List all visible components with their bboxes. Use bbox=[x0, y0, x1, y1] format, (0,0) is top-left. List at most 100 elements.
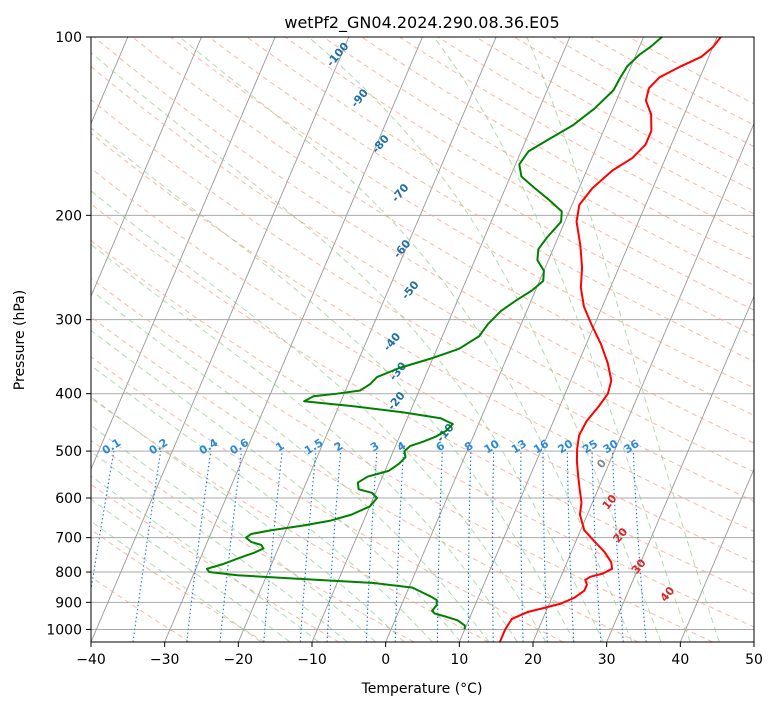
moist-adiabat-label: 10 bbox=[600, 492, 620, 512]
y-tick-label: 500 bbox=[55, 444, 82, 460]
mixing-ratio-label: 36 bbox=[622, 437, 642, 456]
moist-adiabat bbox=[91, 364, 433, 642]
dry-adiabat bbox=[91, 65, 754, 473]
dry-adiabat bbox=[91, 356, 564, 642]
moist-adiabat bbox=[179, 37, 633, 642]
dry-adiabat bbox=[513, 37, 754, 170]
dry-adiabat-label: -80 bbox=[369, 132, 392, 156]
y-tick-label: 300 bbox=[55, 313, 82, 329]
mixing-ratio-line bbox=[365, 451, 378, 642]
dry-adiabat bbox=[91, 203, 754, 595]
mixing-ratio-label: 10 bbox=[482, 437, 502, 456]
mixing-ratio-label: 25 bbox=[580, 437, 600, 456]
mixing-ratio-line bbox=[566, 451, 575, 642]
dry-adiabat bbox=[399, 37, 754, 238]
isotherm bbox=[753, 640, 754, 642]
moist-adiabat bbox=[91, 475, 320, 642]
x-tick-label: −40 bbox=[76, 652, 106, 668]
mixing-ratio-line bbox=[219, 451, 243, 642]
y-axis-label: Pressure (hPa) bbox=[12, 290, 28, 390]
mixing-ratio-line bbox=[91, 451, 115, 594]
dry-adiabat bbox=[91, 483, 340, 642]
dry-adiabat bbox=[91, 576, 191, 642]
y-axis: 100 200 300 400 500 600 700 800 900 1000 bbox=[46, 30, 91, 638]
moist-adiabat bbox=[91, 498, 291, 642]
mixing-ratio-label: 0.2 bbox=[147, 436, 170, 457]
dry-adiabat-label: -100 bbox=[324, 40, 352, 70]
dry-adiabat bbox=[437, 37, 754, 215]
isotherm bbox=[606, 295, 754, 642]
series-line-temperature bbox=[498, 37, 722, 642]
x-tick-label: −10 bbox=[297, 652, 327, 668]
mixing-ratio-line bbox=[611, 451, 624, 642]
dry-adiabat bbox=[170, 37, 754, 389]
mixing-ratio-label: 13 bbox=[509, 437, 529, 456]
mixing-ratio-label: 8 bbox=[462, 439, 475, 454]
moist-adiabat-label: 30 bbox=[629, 556, 649, 576]
isotherm bbox=[679, 467, 754, 642]
moist-adiabat bbox=[526, 37, 720, 642]
dry-adiabat bbox=[552, 37, 754, 148]
x-tick-label: −20 bbox=[224, 652, 254, 668]
mixing-ratio-label: 20 bbox=[556, 437, 576, 456]
moist-adiabat bbox=[308, 37, 662, 642]
isotherm bbox=[458, 37, 718, 642]
mixing-ratio-label: 30 bbox=[601, 437, 621, 456]
dry-adiabat-label: -40 bbox=[381, 330, 404, 354]
x-axis: −40 −30 −20 −10 0 10 20 30 40 50 bbox=[76, 642, 763, 668]
x-tick-label: 20 bbox=[524, 652, 542, 668]
dry-adiabat-label: -50 bbox=[399, 278, 422, 302]
mixing-ratio-line bbox=[492, 451, 495, 642]
y-tick-label: 800 bbox=[55, 565, 82, 581]
dry-adiabat bbox=[132, 37, 754, 416]
dry-adiabat bbox=[91, 239, 754, 628]
mixing-ratio-line bbox=[467, 451, 472, 642]
y-tick-label: 600 bbox=[55, 491, 82, 507]
isotherm bbox=[385, 37, 644, 642]
dry-adiabat bbox=[91, 277, 713, 642]
mixing-ratio-line bbox=[186, 451, 212, 642]
isotherm bbox=[91, 37, 350, 642]
dry-adiabat bbox=[208, 37, 754, 363]
y-tick-label: 100 bbox=[55, 30, 82, 46]
mixing-ratio-label: 0.4 bbox=[197, 436, 221, 458]
mixing-ratio-line bbox=[132, 451, 162, 642]
dry-adiabat bbox=[93, 37, 754, 444]
mixing-ratio-label: 1.5 bbox=[302, 436, 325, 457]
chart-title: wetPf2_GN04.2024.290.08.36.E05 bbox=[284, 13, 559, 33]
mixing-ratio-label: 4 bbox=[395, 439, 409, 454]
moist-adiabat bbox=[91, 329, 462, 642]
y-tick-label: 1000 bbox=[46, 622, 82, 638]
dry-adiabat-label: -20 bbox=[385, 389, 408, 413]
y-tick-label: 400 bbox=[55, 387, 82, 403]
x-tick-label: 30 bbox=[598, 652, 616, 668]
x-tick-label: 0 bbox=[381, 652, 390, 668]
dry-adiabat bbox=[91, 132, 754, 532]
dry-adiabat bbox=[91, 529, 265, 642]
mixing-ratio-label: 3 bbox=[368, 439, 381, 454]
isotherm bbox=[91, 37, 276, 471]
mixing-ratio-line bbox=[436, 451, 443, 642]
moist-adiabat bbox=[433, 37, 691, 642]
series-lines bbox=[205, 37, 722, 642]
isotherm bbox=[237, 37, 497, 642]
moist-adiabat-label: 40 bbox=[658, 584, 678, 604]
dry-adiabat bbox=[91, 397, 489, 642]
isotherm bbox=[91, 37, 202, 298]
series-line-dewpoint bbox=[205, 37, 663, 630]
dry-adiabat-label: -90 bbox=[348, 86, 371, 110]
x-tick-label: −30 bbox=[150, 652, 180, 668]
moist-adiabat-label: 20 bbox=[611, 525, 631, 545]
x-axis-label: Temperature (°C) bbox=[361, 681, 483, 697]
background-lines bbox=[91, 37, 754, 642]
x-tick-label: 40 bbox=[671, 652, 689, 668]
mixing-ratio-line bbox=[632, 451, 647, 642]
y-tick-label: 900 bbox=[55, 595, 82, 611]
dry-adiabat bbox=[284, 37, 754, 311]
dry-adiabat bbox=[91, 439, 415, 642]
moist-adiabat bbox=[91, 396, 405, 642]
moist-adiabat bbox=[91, 51, 604, 642]
y-tick-label: 700 bbox=[55, 531, 82, 547]
